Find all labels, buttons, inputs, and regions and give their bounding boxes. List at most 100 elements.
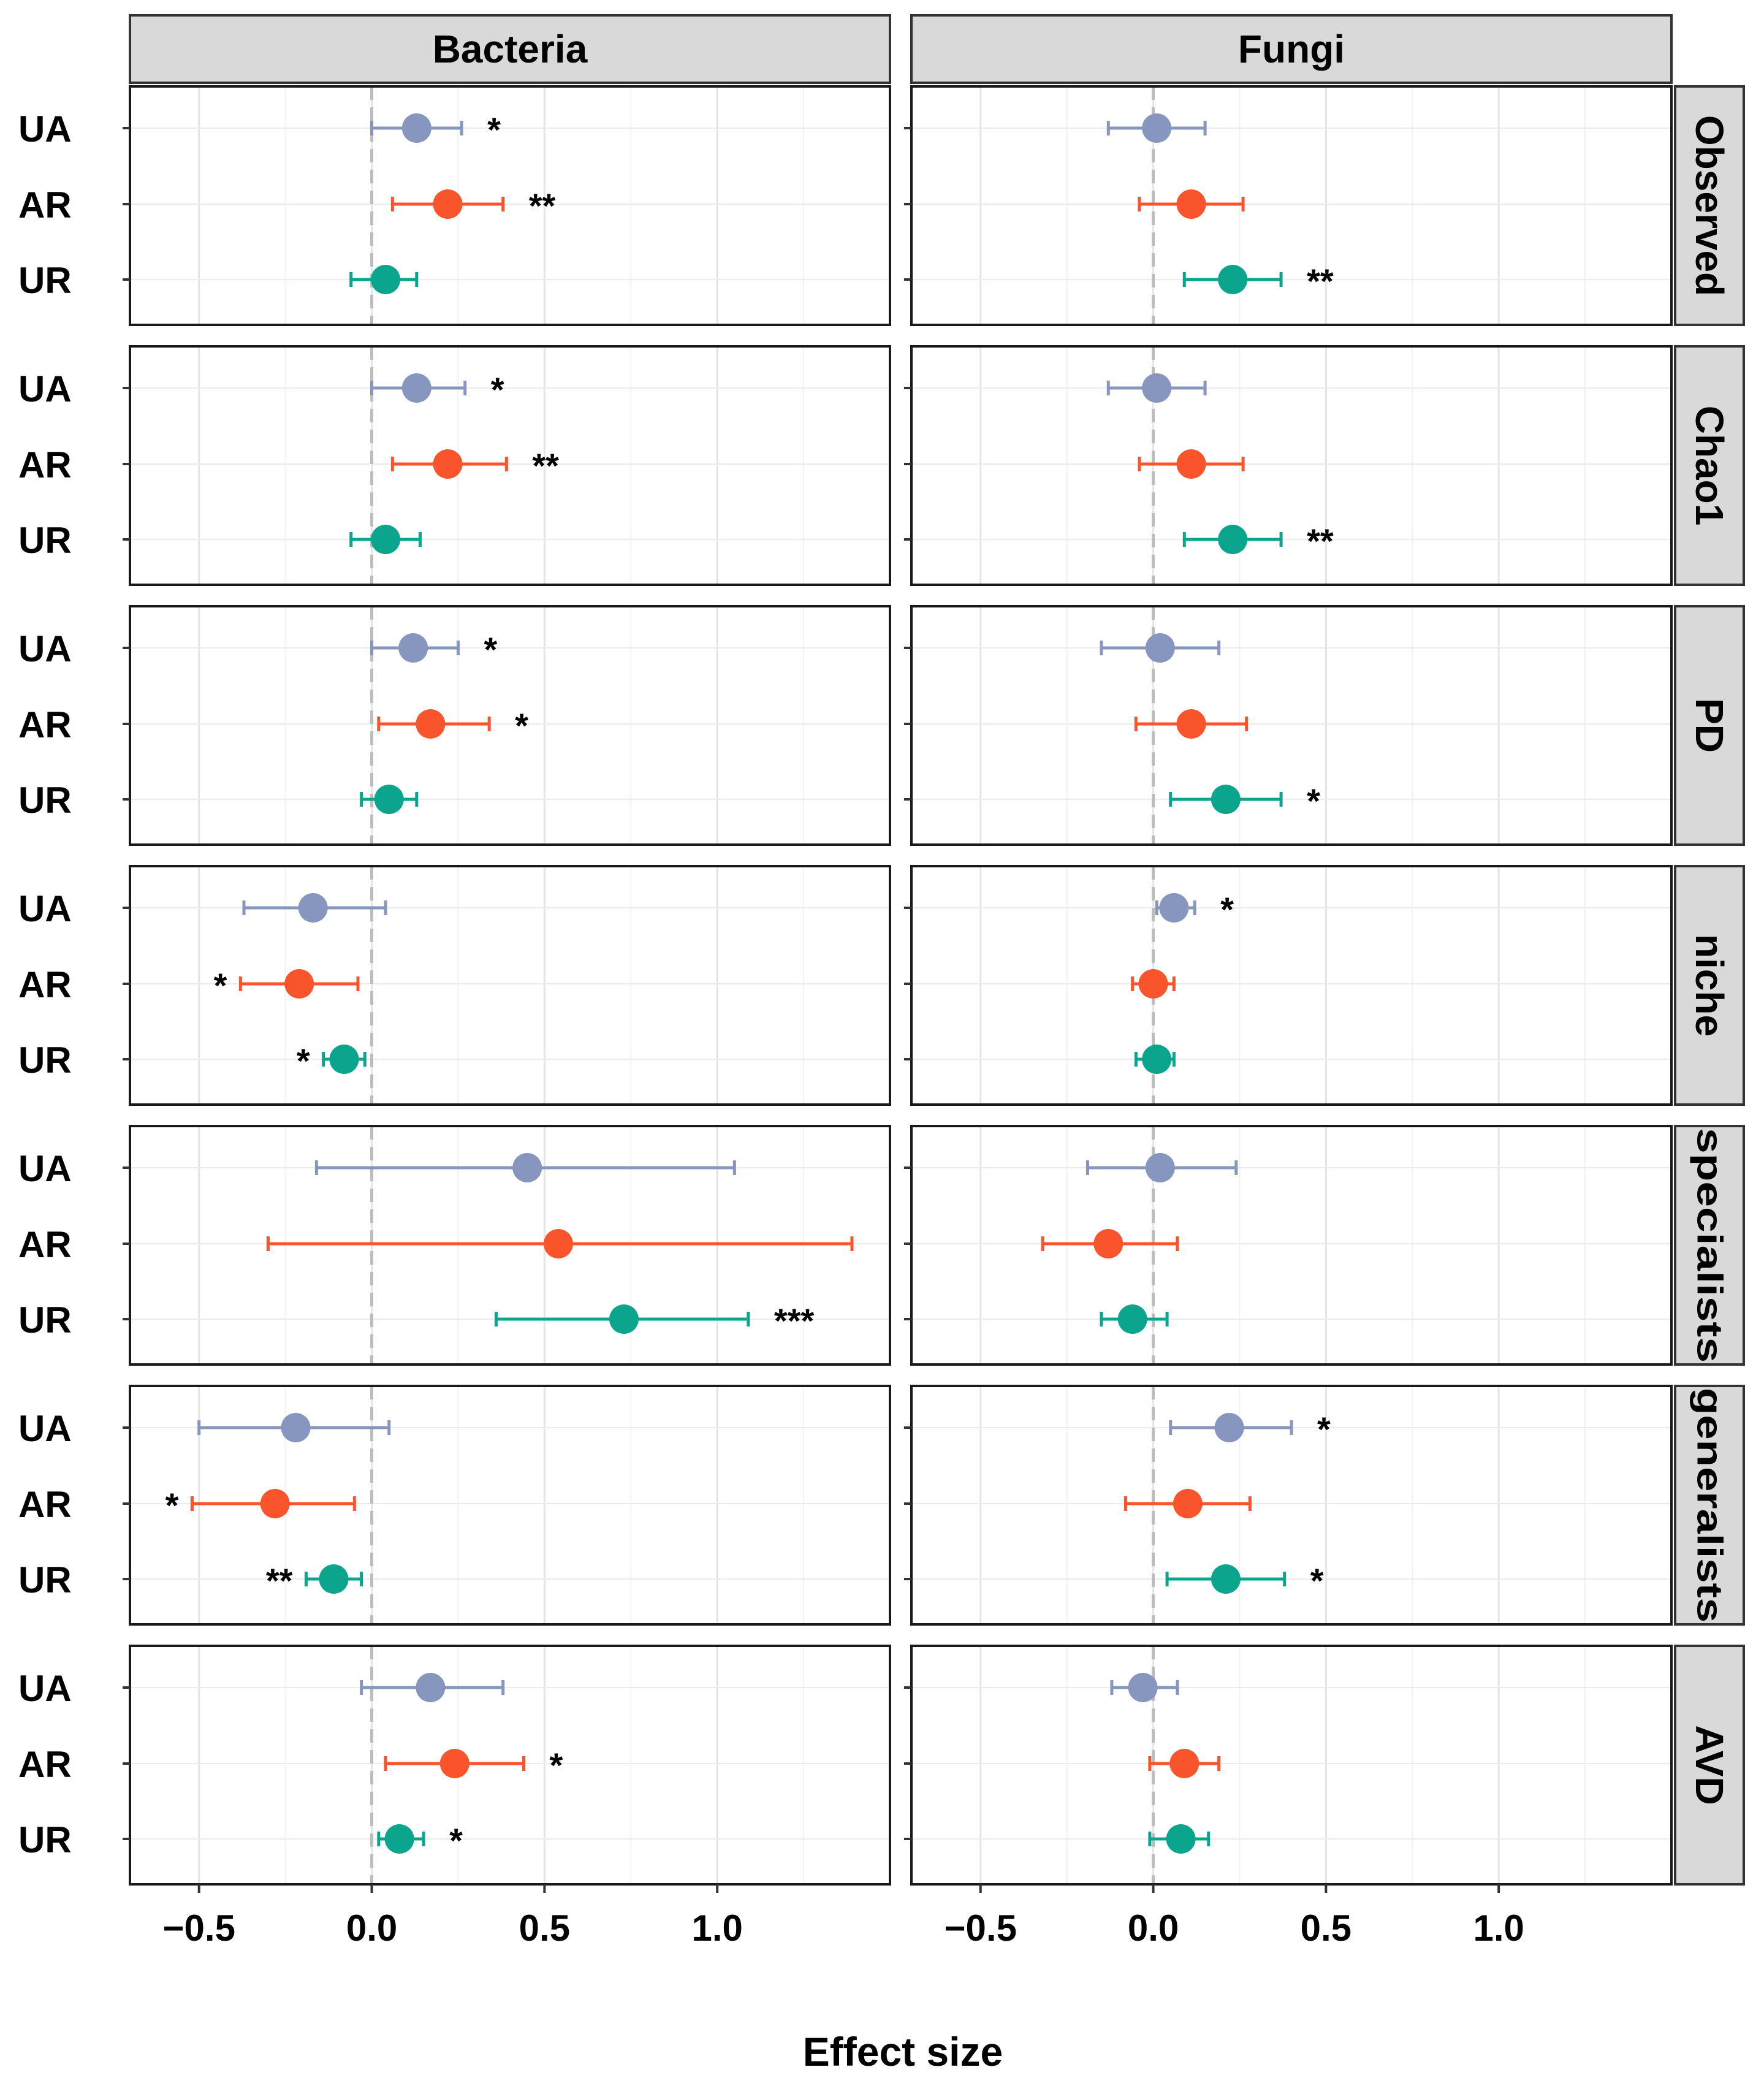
- row-strip-label: Observed: [1687, 115, 1732, 296]
- column-strip-fungi: [910, 14, 1673, 84]
- significance-label: *: [550, 1746, 563, 1784]
- significance-label: ***: [774, 1301, 815, 1340]
- y-tick-label: UA: [18, 888, 72, 929]
- row-strip-specialists: [1674, 1125, 1745, 1366]
- x-tick-label: 0.5: [519, 1908, 570, 1949]
- y-tick-label: UA: [18, 1668, 72, 1709]
- y-tick-label: UR: [18, 520, 72, 561]
- point-estimate: [416, 709, 446, 739]
- panel-border: [910, 345, 1673, 586]
- point-estimate: [401, 373, 431, 403]
- point-estimate: [1214, 1413, 1244, 1442]
- y-tick-label: AR: [18, 1224, 72, 1265]
- row-strip-label: specialists: [1690, 1128, 1730, 1363]
- y-tick-label: UA: [18, 1148, 72, 1189]
- x-axis-title: Effect size: [803, 2029, 1003, 2074]
- column-strip-label: Bacteria: [433, 27, 588, 71]
- y-tick-label: UR: [18, 1300, 72, 1341]
- row-strip-label: AVD: [1687, 1725, 1732, 1805]
- significance-label: *: [1310, 1561, 1324, 1600]
- point-estimate: [284, 969, 314, 999]
- panel-border: [910, 1385, 1673, 1626]
- x-tick-label: 1.0: [691, 1908, 742, 1949]
- point-estimate: [1176, 709, 1206, 739]
- y-tick-label: UR: [18, 1559, 72, 1600]
- x-tick-label: 0.5: [1301, 1908, 1352, 1949]
- y-tick-label: UR: [18, 1040, 72, 1081]
- x-tick-label: 0.0: [1128, 1908, 1179, 1949]
- significance-label: **: [266, 1561, 293, 1600]
- y-tick-label: AR: [18, 1484, 72, 1525]
- point-estimate: [281, 1413, 311, 1442]
- point-estimate: [384, 1824, 414, 1854]
- y-tick-label: AR: [18, 185, 72, 226]
- y-tick-label: AR: [18, 444, 72, 485]
- panel-background: [130, 606, 890, 845]
- panel-background: [130, 346, 890, 585]
- y-tick-label: UR: [18, 780, 72, 821]
- panel-border: [910, 1125, 1673, 1366]
- significance-label: *: [491, 370, 504, 409]
- panel-background: [911, 606, 1671, 845]
- y-tick-label: UA: [18, 368, 72, 409]
- point-estimate: [1145, 633, 1175, 663]
- row-strip-label: niche: [1687, 934, 1732, 1037]
- panel-border: [910, 1645, 1673, 1886]
- point-estimate: [1218, 265, 1248, 294]
- significance-label: *: [297, 1041, 310, 1080]
- significance-label: *: [165, 1486, 179, 1524]
- panel-background: [911, 346, 1671, 585]
- panel-border: [910, 85, 1673, 326]
- y-tick-label: UA: [18, 628, 72, 669]
- point-estimate: [1211, 785, 1241, 814]
- x-tick-label: −0.5: [163, 1908, 235, 1949]
- point-estimate: [260, 1489, 290, 1518]
- panel-border: [910, 865, 1673, 1106]
- point-estimate: [416, 1673, 446, 1702]
- significance-label: *: [1220, 890, 1234, 929]
- panel-border: [129, 85, 891, 326]
- panel-background: [911, 86, 1671, 325]
- significance-label: **: [532, 446, 559, 485]
- row-strip-label: generalists: [1690, 1388, 1730, 1623]
- y-tick-label: AR: [18, 704, 72, 745]
- row-strip-observed: [1674, 85, 1745, 326]
- y-tick-label: UR: [18, 1819, 72, 1860]
- point-estimate: [374, 785, 404, 814]
- panel-border: [129, 1385, 891, 1626]
- significance-label: *: [487, 110, 501, 149]
- column-strip-bacteria: [129, 14, 891, 84]
- row-strip-chao1: [1674, 345, 1745, 586]
- point-estimate: [1176, 449, 1206, 479]
- point-estimate: [298, 893, 328, 923]
- point-estimate: [1211, 1564, 1241, 1594]
- panel-background: [911, 866, 1671, 1105]
- x-tick-label: 1.0: [1473, 1908, 1524, 1949]
- point-estimate: [401, 113, 431, 143]
- point-estimate: [371, 525, 401, 554]
- panel-border: [129, 345, 891, 586]
- point-estimate: [433, 449, 463, 479]
- point-estimate: [1138, 969, 1168, 999]
- point-estimate: [329, 1045, 359, 1074]
- row-strip-pd: [1674, 605, 1745, 846]
- significance-label: *: [1307, 782, 1320, 820]
- significance-label: *: [214, 966, 227, 1005]
- point-estimate: [371, 265, 401, 294]
- y-tick-label: UA: [18, 108, 72, 150]
- point-estimate: [1173, 1489, 1203, 1518]
- y-tick-label: AR: [18, 964, 72, 1005]
- panel-background: [911, 1646, 1671, 1884]
- panel-border: [910, 605, 1673, 846]
- significance-label: **: [1307, 522, 1334, 560]
- point-estimate: [1142, 113, 1172, 143]
- point-estimate: [433, 189, 463, 219]
- point-estimate: [1142, 373, 1172, 403]
- point-estimate: [1142, 1045, 1172, 1074]
- panel-border: [129, 605, 891, 846]
- point-estimate: [1128, 1673, 1158, 1702]
- significance-label: **: [529, 186, 556, 225]
- row-strip-label: Chao1: [1687, 406, 1732, 526]
- significance-label: *: [449, 1821, 463, 1860]
- point-estimate: [1117, 1304, 1147, 1334]
